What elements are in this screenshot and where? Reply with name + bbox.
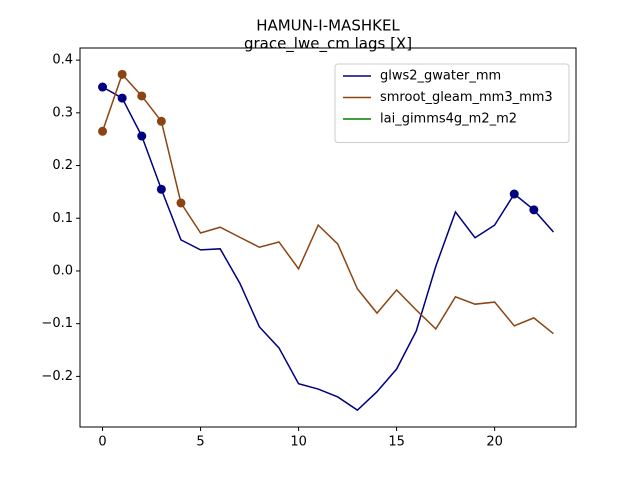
legend-label: lai_gimms4g_m2_m2 bbox=[380, 112, 517, 127]
plot-frame bbox=[79, 47, 577, 428]
y-tick-label: 0.3 bbox=[52, 105, 73, 120]
x-tick-label: 5 bbox=[196, 435, 204, 450]
chart-subtitle: grace_lwe_cm lags [X] bbox=[244, 35, 412, 54]
x-tick-label: 10 bbox=[290, 435, 307, 450]
series-marker bbox=[156, 184, 166, 194]
legend-label: smroot_gleam_mm3_mm3 bbox=[380, 90, 553, 105]
y-tick-label: 0.0 bbox=[52, 263, 73, 278]
y-tick-label: 0.4 bbox=[52, 53, 73, 68]
series-line bbox=[102, 86, 555, 412]
series-marker bbox=[98, 82, 108, 92]
series-marker bbox=[509, 189, 519, 199]
series-marker bbox=[176, 198, 186, 208]
series-marker bbox=[117, 93, 127, 103]
series-marker bbox=[98, 126, 108, 136]
y-tick-label: 0.2 bbox=[52, 158, 73, 173]
x-tick-label: 0 bbox=[98, 435, 106, 450]
series-line bbox=[101, 72, 554, 335]
y-tick-label: −0.1 bbox=[41, 316, 73, 331]
y-tick-label: 0.1 bbox=[52, 211, 73, 226]
x-tick-label: 15 bbox=[388, 435, 405, 450]
series-marker bbox=[117, 69, 127, 79]
series-marker bbox=[156, 116, 166, 126]
x-tick-label: 20 bbox=[486, 435, 503, 450]
legend-box bbox=[334, 63, 570, 143]
chart-title: HAMUN-I-MASHKEL bbox=[256, 17, 400, 35]
series-marker bbox=[137, 131, 147, 141]
series-marker bbox=[137, 91, 147, 101]
series-marker bbox=[529, 205, 539, 215]
legend-label: glws2_gwater_mm bbox=[380, 69, 501, 84]
y-tick-label: −0.2 bbox=[41, 369, 73, 384]
